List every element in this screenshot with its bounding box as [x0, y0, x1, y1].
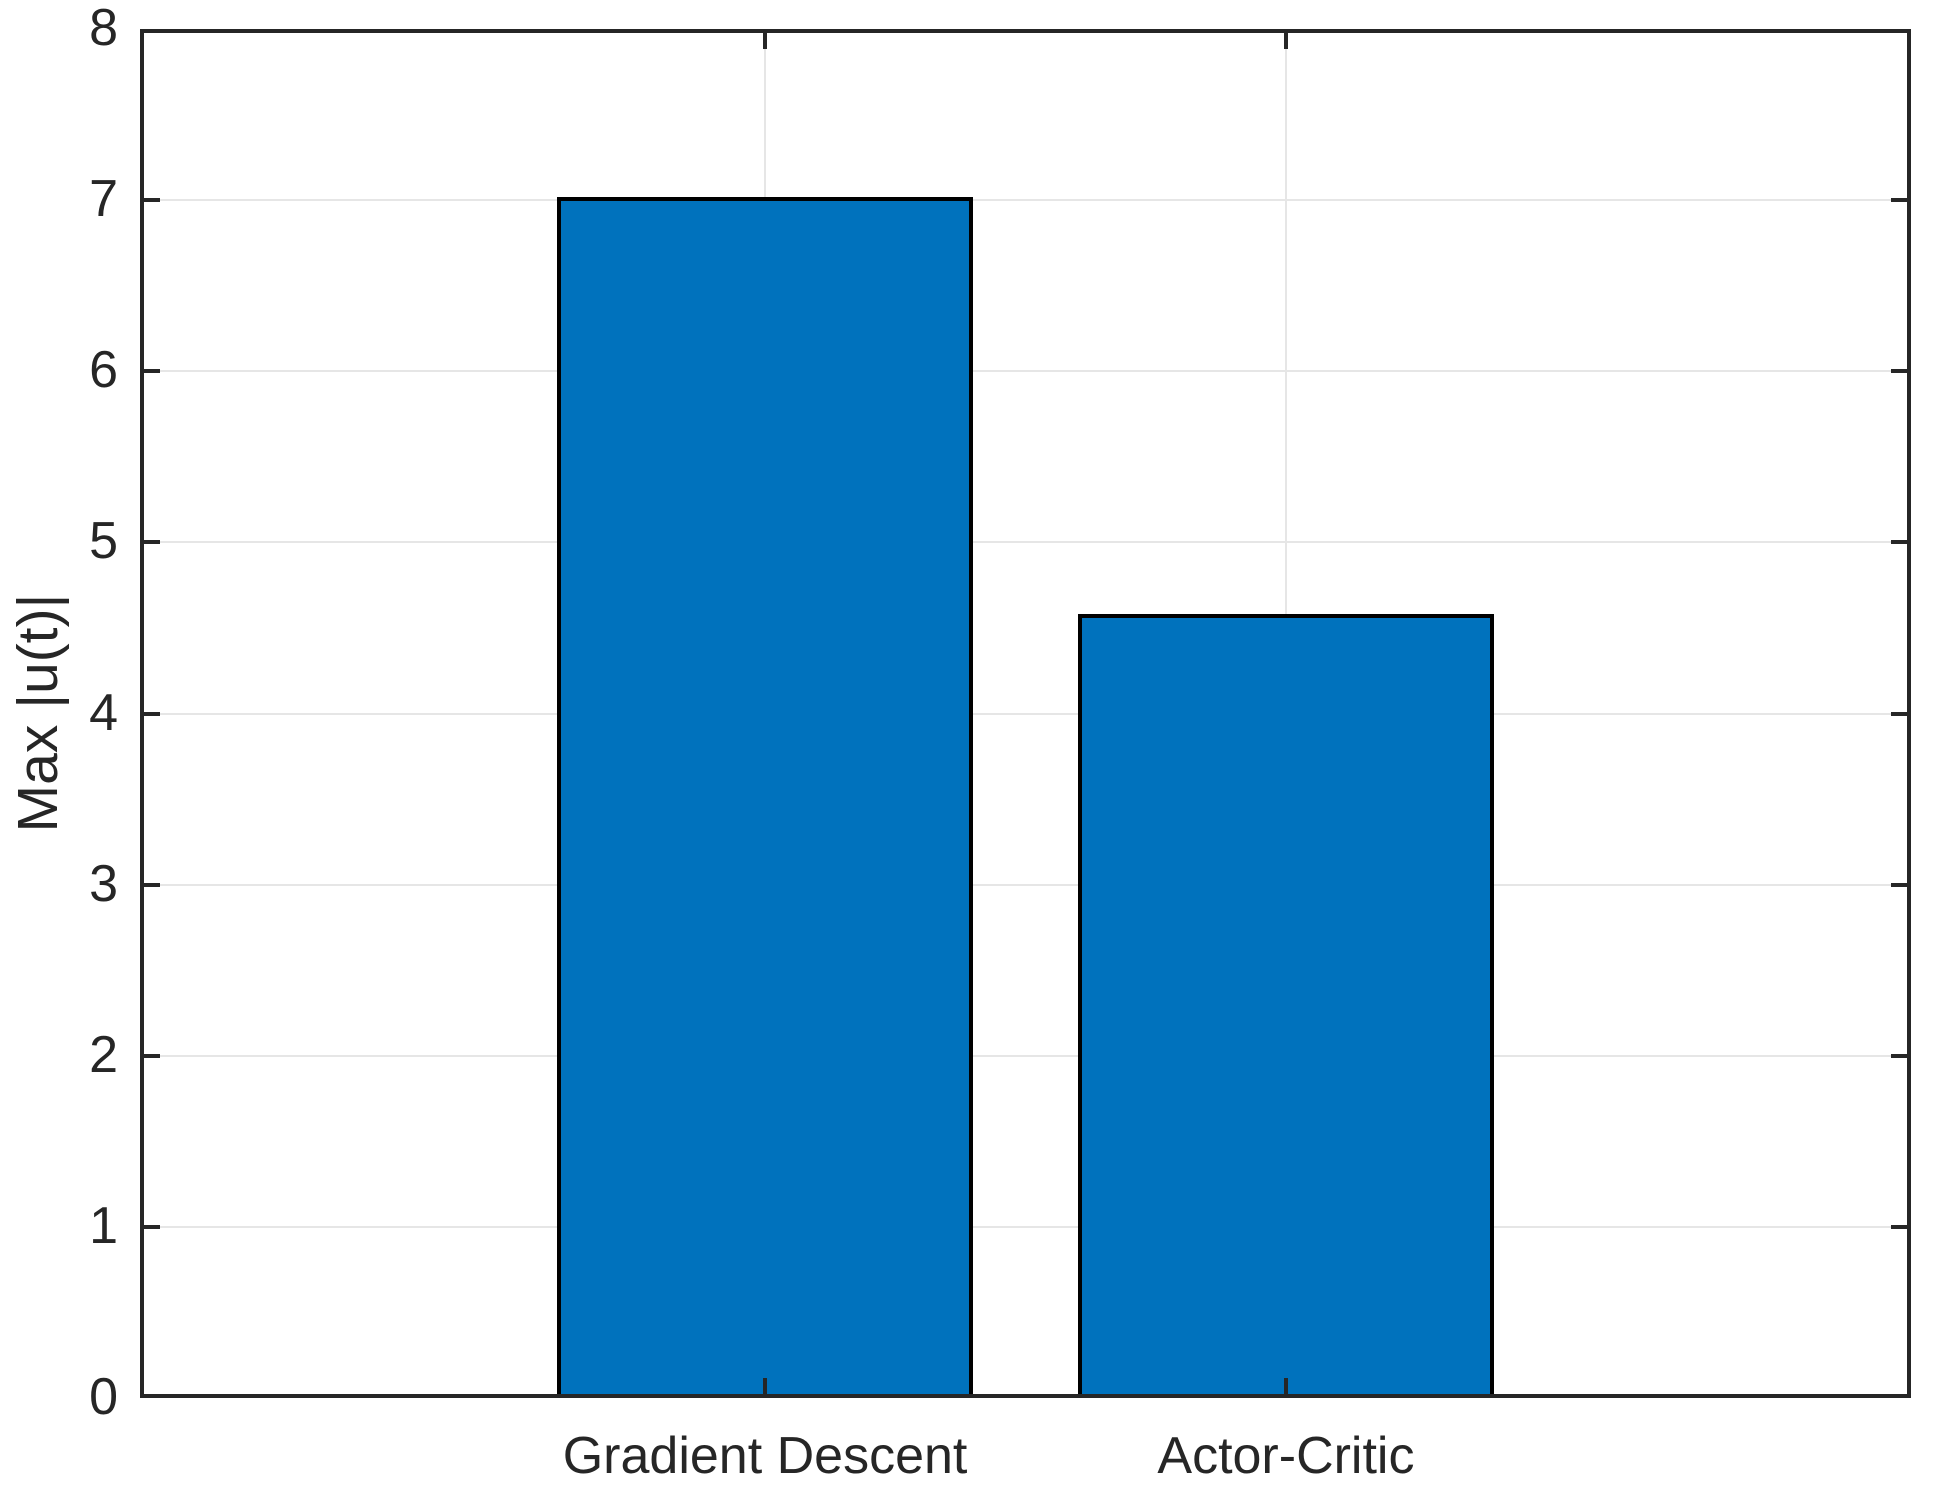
y-tick-label-1: 1 [89, 1196, 118, 1255]
y-tick-right-3 [1891, 882, 1911, 887]
y-tick-left-5 [140, 540, 160, 545]
plot-area [140, 29, 1911, 1398]
bar-gradient-descent [556, 196, 974, 1398]
y-tick-label-2: 2 [89, 1025, 118, 1084]
x-tick-bottom-actor-critic [1283, 1378, 1288, 1398]
x-tick-bottom-gradient-descent [763, 1378, 768, 1398]
y-tick-right-2 [1891, 1053, 1911, 1058]
y-tick-right-6 [1891, 369, 1911, 374]
gridline-y-1 [140, 1225, 1911, 1228]
y-tick-label-4: 4 [89, 683, 118, 742]
bar-actor-critic [1077, 614, 1495, 1398]
y-tick-left-3 [140, 882, 160, 887]
x-tick-label-gradient-descent: Gradient Descent [562, 1427, 968, 1485]
y-tick-label-0: 0 [89, 1367, 118, 1426]
x-tick-label-actor-critic: Actor-Critic [1157, 1427, 1415, 1485]
gridline-y-5 [140, 541, 1911, 544]
y-tick-left-7 [140, 198, 160, 203]
y-tick-right-5 [1891, 540, 1911, 545]
y-tick-right-7 [1891, 198, 1911, 203]
gridline-y-3 [140, 883, 1911, 886]
y-tick-left-1 [140, 1224, 160, 1229]
y-tick-label-7: 7 [89, 170, 118, 229]
gridline-y-2 [140, 1054, 1911, 1057]
y-tick-left-2 [140, 1053, 160, 1058]
y-tick-left-6 [140, 369, 160, 374]
y-tick-right-1 [1891, 1224, 1911, 1229]
gridline-y-4 [140, 712, 1911, 715]
y-tick-label-3: 3 [89, 854, 118, 913]
y-tick-right-4 [1891, 711, 1911, 716]
x-tick-top-actor-critic [1283, 29, 1288, 49]
y-tick-label-6: 6 [89, 341, 118, 400]
y-tick-label-8: 8 [89, 0, 118, 57]
x-tick-top-gradient-descent [763, 29, 768, 49]
gridline-y-6 [140, 370, 1911, 373]
y-tick-left-4 [140, 711, 160, 716]
gridline-y-7 [140, 199, 1911, 202]
y-tick-label-5: 5 [89, 512, 118, 571]
